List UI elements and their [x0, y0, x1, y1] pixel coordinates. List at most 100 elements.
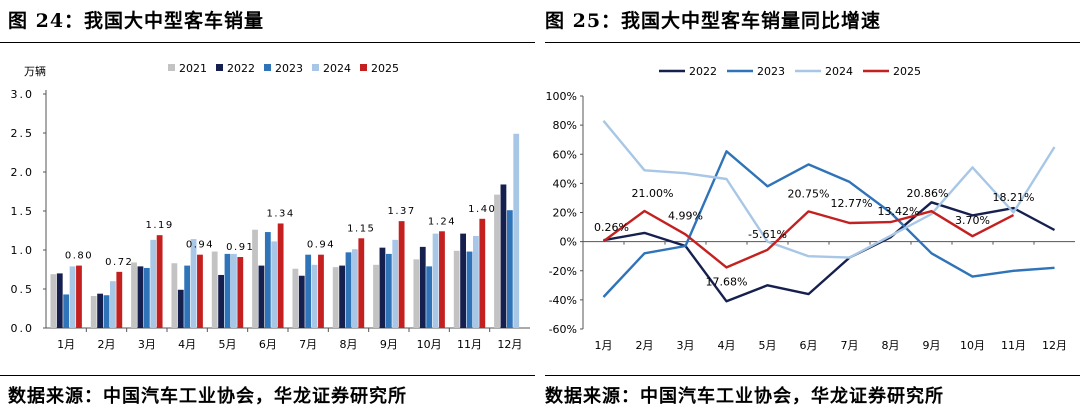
y-tick-label: -20%: [549, 265, 577, 278]
line-series-2024: [602, 120, 1056, 259]
x-tick-label: 6月: [259, 338, 277, 351]
y-tick-label: 2.0: [11, 166, 35, 179]
x-tick-label: 9月: [923, 339, 941, 352]
bar-2025: [318, 254, 324, 328]
legend-swatch: [360, 64, 367, 71]
bar-2021: [252, 229, 258, 328]
bar-2024: [311, 264, 318, 328]
legend-entry: 2023: [757, 65, 785, 78]
y-tick-label: 2.5: [11, 127, 35, 140]
right-source-divider: [545, 375, 1080, 376]
bar-2024: [432, 233, 439, 328]
bar-2021: [50, 274, 57, 328]
bar-2021: [211, 251, 218, 328]
legend-entry: 2024: [323, 62, 351, 75]
data-label: 0.80: [65, 251, 93, 262]
bar-2023: [184, 265, 191, 328]
data-label: 0.26%: [594, 221, 629, 234]
legend-entry: 2025: [371, 62, 399, 75]
y-tick-label: 0%: [560, 236, 577, 249]
data-label: 4.99%: [668, 209, 703, 222]
bar-2022: [56, 273, 63, 328]
x-tick-label: 11月: [1001, 339, 1026, 352]
bar-2023: [264, 232, 271, 328]
y-tick-label: -60%: [549, 323, 577, 336]
bar-2022: [379, 247, 386, 328]
bar-2024: [69, 266, 76, 328]
left-source-note: 数据来源：中国汽车工业协会，华龙证券研究所: [8, 386, 407, 407]
x-tick-label: 6月: [800, 339, 818, 352]
line-series-2023: [602, 150, 1055, 298]
legend-swatch: [264, 64, 271, 71]
bar-2023: [345, 252, 352, 328]
data-label: 18.21%: [993, 191, 1035, 204]
line-series-2025: [602, 209, 1015, 269]
left-source-divider: [0, 375, 535, 376]
bar-2024: [150, 239, 157, 328]
x-tick-label: 1月: [57, 338, 75, 351]
bar-2023: [385, 253, 392, 328]
data-label: 1.24: [428, 216, 456, 227]
data-label: 0.94: [307, 240, 335, 251]
bar-2023: [103, 295, 110, 328]
x-tick-label: 9月: [380, 338, 398, 351]
x-tick-label: 10月: [960, 339, 985, 352]
legend-swatch: [312, 64, 319, 71]
bar-2021: [292, 268, 299, 328]
y-tick-label: 1.5: [11, 205, 35, 218]
line-series-2022: [603, 201, 1056, 303]
x-tick-label: 7月: [841, 339, 859, 352]
legend-entry: 2022: [689, 65, 717, 78]
y-tick-label: 1.0: [11, 244, 35, 257]
data-label: 20.75%: [788, 187, 830, 200]
left-title-divider: [0, 42, 535, 43]
data-label: 3.70%: [955, 214, 990, 227]
x-tick-label: 11月: [457, 338, 482, 351]
x-tick-label: 2月: [98, 338, 116, 351]
bar-2023: [305, 254, 312, 328]
bar-2022: [419, 246, 426, 328]
bar-2024: [352, 249, 358, 328]
bar-2021: [332, 267, 339, 328]
bar-2021: [171, 263, 178, 328]
bar-2024: [190, 239, 197, 328]
y-tick-label: 3.0: [11, 88, 35, 101]
x-tick-label: 3月: [138, 338, 156, 351]
bar-2025: [277, 223, 284, 328]
bar-2024: [110, 281, 116, 328]
x-tick-label: 8月: [340, 338, 358, 351]
y-tick-label: 40%: [553, 177, 577, 190]
bar-2023: [224, 253, 231, 328]
x-tick-label: 4月: [178, 338, 196, 351]
data-label: 0.72: [105, 257, 133, 268]
bar-2021: [413, 259, 420, 328]
data-label: 1.34: [267, 208, 295, 219]
y-tick-label: 60%: [553, 148, 577, 161]
bar-2021: [373, 264, 379, 328]
right-chart-title: 图 25：我国大中型客车销量同比增速: [545, 10, 882, 32]
bar-2022: [258, 265, 265, 328]
legend-entry: 2021: [179, 62, 207, 75]
left-chart-title: 图 24：我国大中型客车销量: [8, 10, 265, 32]
data-label: 12.77%: [831, 197, 873, 210]
data-label: 0.91: [226, 242, 254, 253]
bar-2025: [156, 235, 163, 328]
x-tick-label: 7月: [299, 338, 317, 351]
x-tick-label: 5月: [759, 339, 777, 352]
bar-2024: [231, 253, 237, 328]
right-title-divider: [545, 42, 1080, 43]
bar-2022: [460, 233, 466, 328]
bar-2022: [218, 274, 224, 328]
bar-2021: [131, 262, 137, 328]
bar-2023: [143, 267, 150, 328]
x-tick-label: 12月: [1042, 339, 1067, 352]
bar-2023: [506, 210, 513, 328]
bar-2022: [500, 184, 507, 328]
bar-2022: [298, 275, 305, 328]
data-label: 1.15: [347, 223, 375, 234]
x-tick-label: 1月: [595, 339, 613, 352]
legend-entry: 2022: [227, 62, 255, 75]
bar-2025: [116, 271, 123, 328]
x-tick-label: 12月: [497, 338, 522, 351]
legend-swatch: [168, 64, 175, 71]
